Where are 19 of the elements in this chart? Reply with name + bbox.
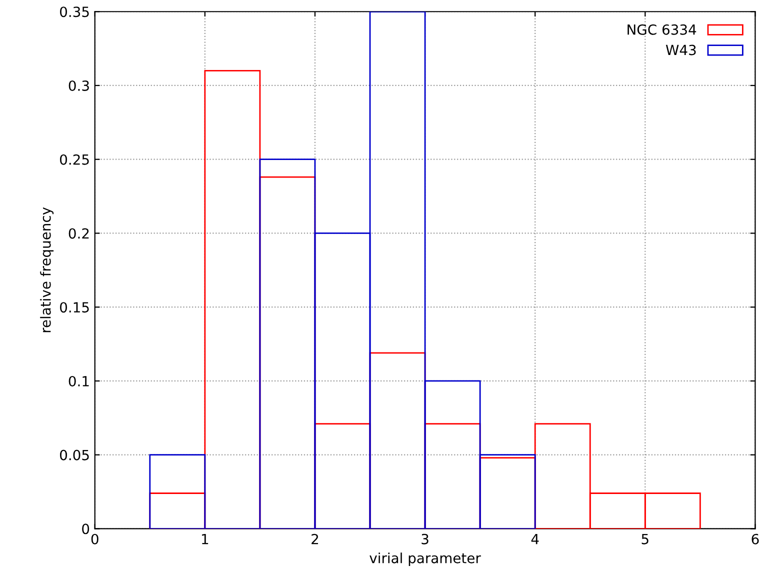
y-tick-label: 0.15 xyxy=(60,302,89,313)
x-axis-title: virial parameter xyxy=(370,552,481,566)
y-axis-title: relative frequency xyxy=(40,207,54,332)
x-tick-label: 2 xyxy=(312,534,318,544)
y-tick-label: 0.25 xyxy=(60,154,89,165)
y-tick-label: 0.05 xyxy=(60,450,89,460)
y-tick-label: 0.2 xyxy=(68,228,89,239)
y-tick-label: 0.3 xyxy=(68,80,89,91)
x-tick-label: 4 xyxy=(531,534,539,544)
legend-label: NGC 6334 xyxy=(628,24,696,35)
x-tick-label: 5 xyxy=(642,534,648,544)
x-tick-label: 1 xyxy=(202,534,208,544)
x-tick-label: 3 xyxy=(422,534,428,544)
legend-label: W43 xyxy=(666,44,696,56)
x-tick-label: 0 xyxy=(91,534,98,544)
x-tick-label: 6 xyxy=(752,534,759,544)
y-tick-label: 0 xyxy=(82,524,90,534)
y-tick-label: 0.1 xyxy=(68,376,89,386)
y-tick-label: 0.35 xyxy=(60,6,89,18)
